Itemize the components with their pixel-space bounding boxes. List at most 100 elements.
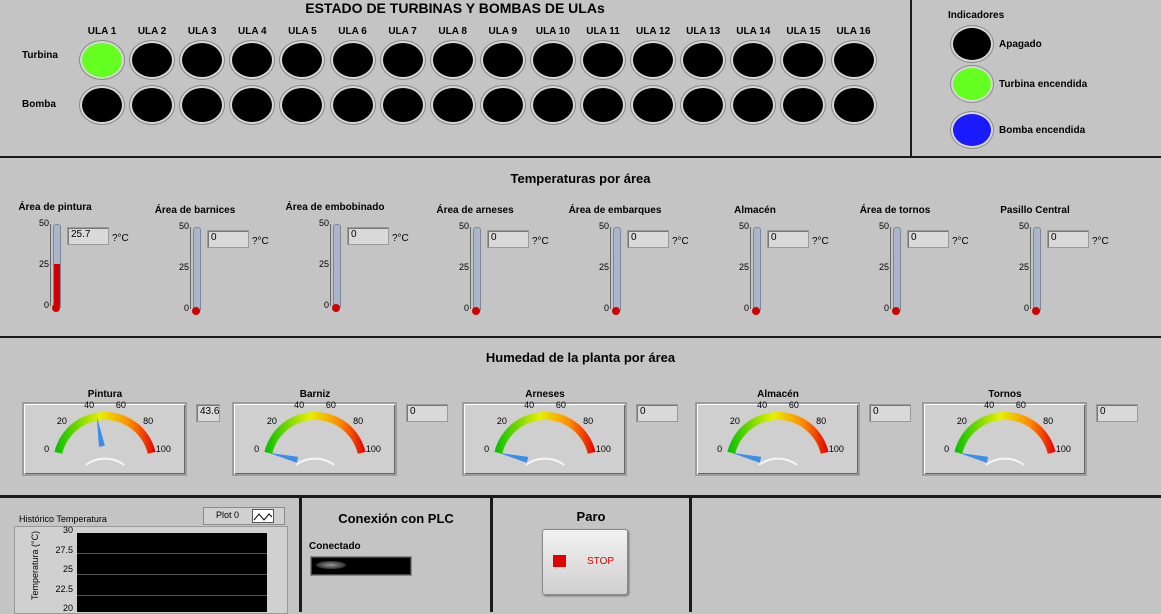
thermometer-bulb bbox=[332, 304, 340, 312]
temp-value: 0 bbox=[207, 230, 249, 248]
temp-tick: 0 bbox=[323, 300, 329, 310]
humidity-tick: 20 bbox=[56, 416, 67, 427]
row-label-turbina: Turbina bbox=[22, 50, 58, 61]
bomba-led bbox=[232, 88, 273, 122]
turbina-led bbox=[633, 43, 674, 77]
turbina-led bbox=[132, 43, 173, 77]
temp-unit: ?°C bbox=[812, 236, 829, 247]
temps-title: Temperaturas por área bbox=[510, 171, 651, 186]
temp-scale bbox=[610, 227, 611, 309]
temp-tick: 0 bbox=[883, 303, 889, 313]
plot-legend-label: Plot 0 bbox=[216, 510, 240, 520]
thermometer-bulb bbox=[752, 307, 760, 315]
temp-area-label: Área de tornos bbox=[859, 205, 931, 216]
humidity-tick: 100 bbox=[365, 443, 381, 454]
humidity-area-label: Arneses bbox=[525, 389, 565, 400]
humidity-tick: 60 bbox=[1015, 400, 1026, 411]
legend-label: Turbina encendida bbox=[999, 79, 1088, 90]
temp-tick: 0 bbox=[603, 303, 609, 313]
temp-scale bbox=[890, 227, 891, 309]
history-tick: 20 bbox=[62, 603, 73, 613]
temp-tick: 50 bbox=[598, 221, 609, 231]
temp-scale bbox=[50, 224, 51, 306]
temp-tick: 0 bbox=[183, 303, 189, 313]
temp-tick: 0 bbox=[463, 303, 469, 313]
humidity-tick: 100 bbox=[155, 443, 171, 454]
bomba-led bbox=[783, 88, 824, 122]
humidity-tick: 60 bbox=[555, 400, 566, 411]
humidity-tick: 20 bbox=[956, 416, 967, 427]
temp-value: 0 bbox=[767, 230, 809, 248]
humidity-area-label: Almacén bbox=[757, 389, 799, 400]
humidity-value: 0 bbox=[1096, 404, 1138, 422]
temp-tick: 25 bbox=[178, 262, 189, 272]
plc-connected-led bbox=[310, 556, 412, 576]
temp-value: 0 bbox=[1047, 230, 1089, 248]
history-plot-area[interactable] bbox=[77, 533, 267, 612]
legend-led bbox=[953, 114, 991, 146]
temp-scale bbox=[190, 227, 191, 309]
bomba-led bbox=[633, 88, 674, 122]
history-tick: 30 bbox=[62, 525, 73, 535]
humidity-tick: 40 bbox=[984, 400, 995, 411]
thermometer-bulb bbox=[472, 307, 480, 315]
history-tick: 25 bbox=[62, 564, 73, 574]
temp-tick: 25 bbox=[878, 262, 889, 272]
divider bbox=[0, 495, 1161, 498]
ula-label: ULA 7 bbox=[388, 26, 417, 37]
thermometer bbox=[1033, 227, 1041, 311]
temp-tick: 0 bbox=[743, 303, 749, 313]
stop-icon bbox=[553, 555, 566, 567]
temp-tick: 25 bbox=[318, 259, 329, 269]
bomba-led bbox=[382, 88, 423, 122]
bomba-led bbox=[733, 88, 774, 122]
turbina-led bbox=[332, 43, 373, 77]
temp-area-label: Área de barnices bbox=[154, 205, 236, 216]
stop-button[interactable]: STOP bbox=[542, 529, 628, 595]
history-ylabel: Temperatura (°C) bbox=[30, 530, 40, 600]
divider bbox=[0, 156, 1161, 158]
bomba-led bbox=[182, 88, 223, 122]
humidity-tick: 80 bbox=[1043, 416, 1054, 427]
temp-area-label: Área de embarques bbox=[568, 205, 662, 216]
temp-tick: 0 bbox=[1023, 303, 1029, 313]
history-title: Histórico Temperatura bbox=[19, 514, 107, 524]
temp-tick: 50 bbox=[878, 221, 889, 231]
bomba-led bbox=[132, 88, 173, 122]
temp-tick: 50 bbox=[458, 221, 469, 231]
thermometer bbox=[333, 224, 341, 308]
temp-tick: 50 bbox=[738, 221, 749, 231]
temp-value: 0 bbox=[907, 230, 949, 248]
temp-unit: ?°C bbox=[252, 236, 269, 247]
divider bbox=[910, 0, 912, 157]
bomba-led bbox=[432, 88, 473, 122]
bomba-led bbox=[583, 88, 623, 122]
thermometer-fill bbox=[54, 263, 60, 306]
temp-scale bbox=[470, 227, 471, 309]
turbina-led bbox=[783, 43, 824, 77]
thermometer-bulb bbox=[612, 307, 620, 315]
humidity-gauge bbox=[22, 402, 187, 476]
humidity-area-label: Barniz bbox=[299, 389, 331, 400]
humidity-tick: 0 bbox=[44, 443, 50, 454]
turbina-led bbox=[382, 43, 423, 77]
humidity-gauge bbox=[462, 402, 627, 476]
turbina-led bbox=[182, 43, 223, 77]
temp-tick: 50 bbox=[178, 221, 189, 231]
bomba-led bbox=[482, 88, 523, 122]
ula-label: ULA 4 bbox=[238, 26, 267, 37]
temp-tick: 25 bbox=[38, 259, 49, 269]
plot-legend[interactable]: Plot 0 bbox=[203, 507, 285, 525]
thermometer bbox=[893, 227, 901, 311]
legend-label: Bomba encendida bbox=[999, 125, 1086, 136]
humidity-tick: 40 bbox=[294, 400, 305, 411]
ula-label: ULA 1 bbox=[87, 26, 117, 37]
legend-title: Indicadores bbox=[948, 10, 1005, 21]
temp-tick: 50 bbox=[38, 218, 49, 228]
divider bbox=[299, 497, 302, 612]
humidity-gauge bbox=[232, 402, 397, 476]
humidity-tick: 0 bbox=[944, 443, 950, 454]
ula-label: ULA 5 bbox=[288, 26, 317, 37]
temp-unit: ?°C bbox=[532, 236, 549, 247]
temp-unit: ?°C bbox=[672, 236, 689, 247]
